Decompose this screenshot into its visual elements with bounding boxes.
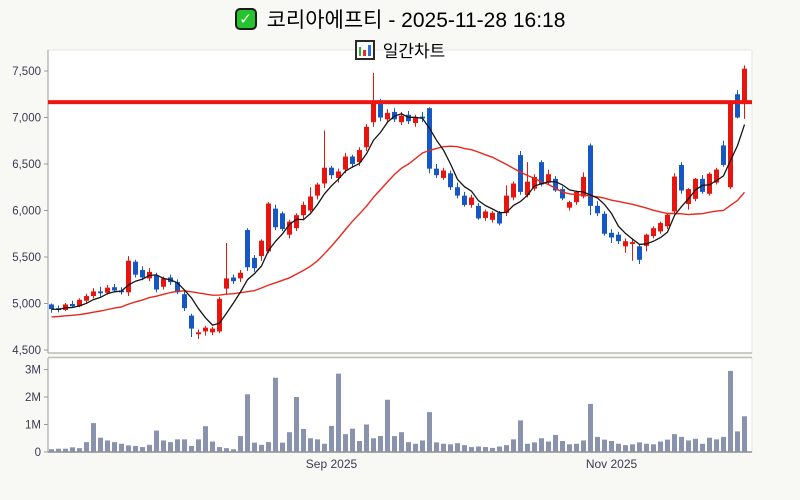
svg-text:6,500: 6,500 bbox=[12, 159, 41, 171]
svg-text:2M: 2M bbox=[25, 392, 41, 404]
svg-text:5,000: 5,000 bbox=[12, 299, 41, 311]
svg-text:6,000: 6,000 bbox=[12, 206, 41, 218]
svg-text:Nov 2025: Nov 2025 bbox=[586, 457, 638, 471]
svg-text:1M: 1M bbox=[25, 420, 41, 432]
x-axis-labels: Sep 2025 Nov 2025 bbox=[306, 457, 638, 471]
page-title: 코리아에프티 - 2025-11-28 16:18 bbox=[266, 9, 566, 32]
price-plot-area bbox=[48, 50, 752, 353]
subtitle-row: 일간차트 bbox=[0, 37, 800, 62]
svg-text:3M: 3M bbox=[25, 365, 41, 377]
price-axis: 7,500 7,000 6,500 6,000 5,500 5,000 4,500 bbox=[12, 50, 752, 357]
title-row: ✓ 코리아에프티 - 2025-11-28 16:18 bbox=[0, 4, 800, 34]
green-checkbox-icon: ✓ bbox=[234, 8, 257, 30]
ma-slow-line bbox=[51, 145, 746, 318]
svg-text:Sep 2025: Sep 2025 bbox=[306, 457, 358, 471]
chart-header: ✓ 코리아에프티 - 2025-11-28 16:18 일간차트 bbox=[0, 0, 800, 62]
ma-fast-line bbox=[51, 113, 746, 326]
chart-subtitle: 일간차트 bbox=[382, 42, 446, 61]
svg-text:4,500: 4,500 bbox=[12, 345, 41, 357]
svg-text:0: 0 bbox=[35, 447, 41, 459]
svg-text:7,000: 7,000 bbox=[12, 113, 41, 125]
resistance-line bbox=[48, 100, 752, 105]
svg-text:5,500: 5,500 bbox=[12, 252, 41, 264]
svg-text:7,500: 7,500 bbox=[12, 66, 41, 78]
volume-bars bbox=[49, 370, 747, 452]
bar-chart-icon bbox=[354, 39, 375, 60]
